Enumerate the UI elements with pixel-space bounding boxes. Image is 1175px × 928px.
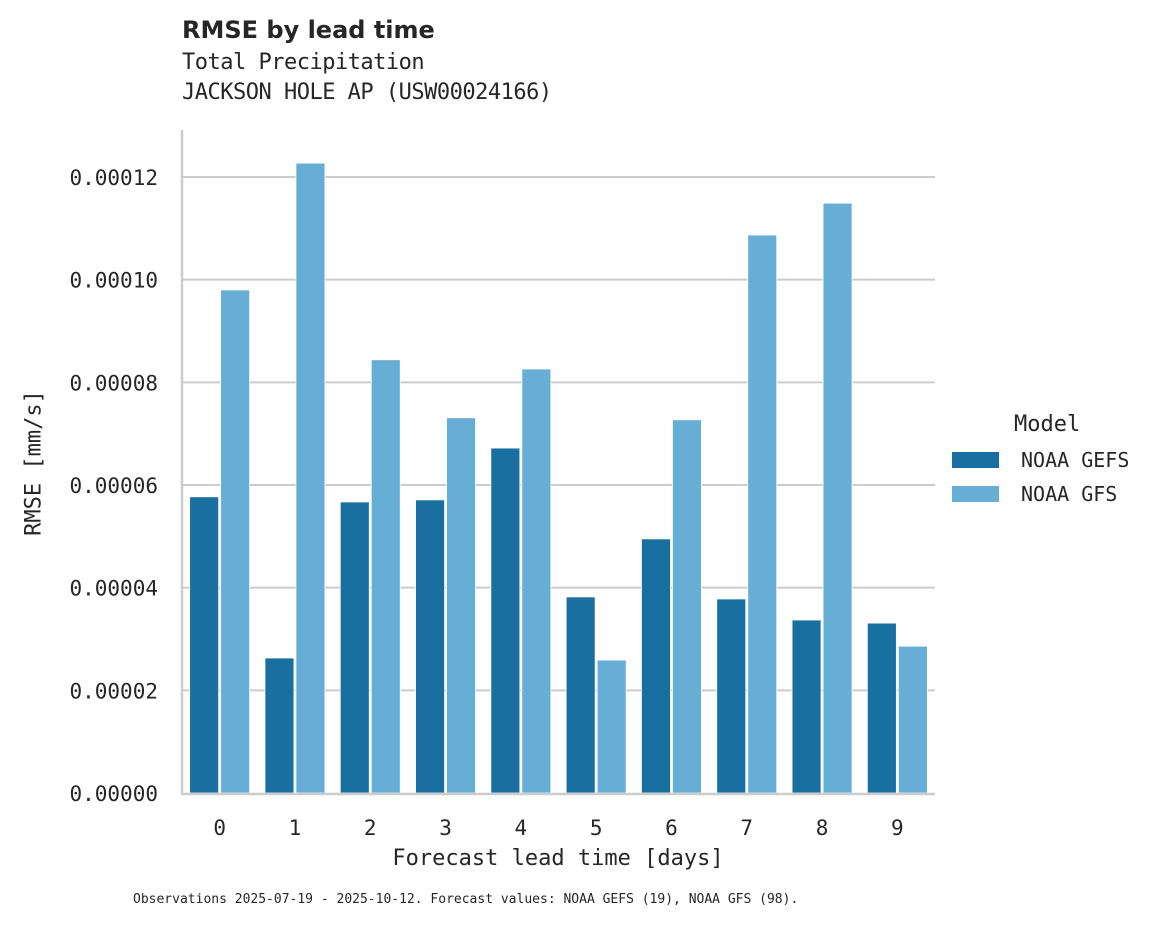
y-tick-label: 0.00000 (69, 782, 158, 806)
bar-gefs-4 (490, 447, 521, 794)
bar-gfs-4 (521, 368, 552, 794)
chart-subtitle-variable: Total Precipitation (182, 50, 425, 75)
legend-item-gfs: NOAA GFS (952, 477, 1129, 511)
bar-gefs-8 (791, 619, 822, 794)
x-tick-label: 4 (515, 816, 528, 840)
bar-gfs-0 (220, 289, 251, 794)
bar-gefs-5 (565, 596, 596, 794)
y-axis-label: RMSE [mm/s] (21, 390, 47, 536)
legend-swatch-gefs (952, 452, 999, 468)
y-tick-label: 0.00008 (69, 371, 158, 395)
x-tick-label: 9 (891, 816, 904, 840)
bar-gfs-7 (747, 234, 778, 794)
x-tick-label: 2 (364, 816, 377, 840)
bar-gfs-3 (446, 417, 476, 794)
bar-gfs-6 (672, 419, 702, 794)
bar-gfs-2 (370, 359, 401, 794)
bar-gefs-1 (264, 657, 295, 794)
y-tick-label: 0.00004 (69, 577, 158, 601)
y-tick-label: 0.00012 (69, 166, 158, 190)
x-tick-label: 6 (665, 816, 678, 840)
bar-gfs-9 (897, 645, 928, 794)
x-tick-label: 0 (213, 816, 226, 840)
y-tick-label: 0.00002 (69, 679, 158, 703)
bar-gefs-0 (189, 496, 220, 794)
legend-item-gefs: NOAA GEFS (952, 443, 1129, 477)
x-tick-label: 1 (289, 816, 302, 840)
x-tick-label: 8 (816, 816, 829, 840)
legend-label-gefs: NOAA GEFS (1021, 448, 1130, 472)
bar-gefs-6 (641, 538, 671, 794)
bar-gefs-7 (716, 598, 747, 794)
legend: Model NOAA GEFS NOAA GFS (952, 412, 1129, 511)
bar-gfs-5 (596, 659, 627, 794)
footnote: Observations 2025-07-19 - 2025-10-12. Fo… (133, 892, 799, 907)
x-tick-label: 3 (439, 816, 452, 840)
y-tick-label: 0.00006 (69, 474, 158, 498)
chart-subtitle-station: JACKSON HOLE AP (USW00024166) (182, 80, 552, 105)
legend-title: Model (1014, 412, 1081, 437)
bar-gfs-1 (295, 162, 326, 794)
x-tick-label: 5 (590, 816, 603, 840)
chart-title: RMSE by lead time (182, 16, 435, 44)
y-tick-label: 0.00010 (69, 269, 158, 293)
bar-gfs-8 (822, 202, 853, 794)
bar-gefs-2 (339, 501, 370, 794)
legend-label-gfs: NOAA GFS (1021, 482, 1118, 506)
x-tick-label: 7 (740, 816, 753, 840)
bar-gefs-9 (866, 622, 897, 794)
bar-gefs-3 (415, 499, 445, 794)
legend-swatch-gfs (952, 486, 999, 502)
x-axis-label: Forecast lead time [days] (392, 846, 724, 871)
